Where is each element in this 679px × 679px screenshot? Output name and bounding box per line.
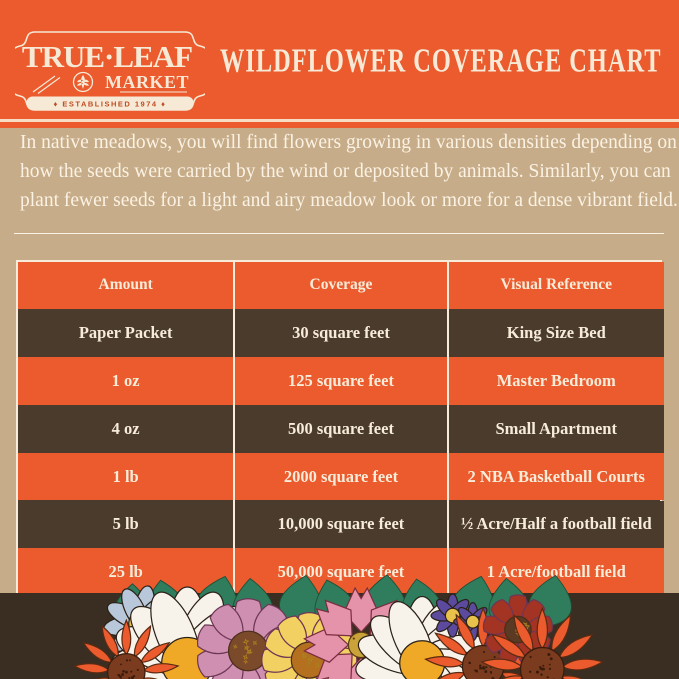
svg-text:♦ ESTABLISHED 1974 ♦: ♦ ESTABLISHED 1974 ♦	[54, 100, 167, 109]
svg-text:TRUE·LEAF: TRUE·LEAF	[22, 39, 192, 74]
svg-text:MARKET: MARKET	[105, 72, 189, 92]
